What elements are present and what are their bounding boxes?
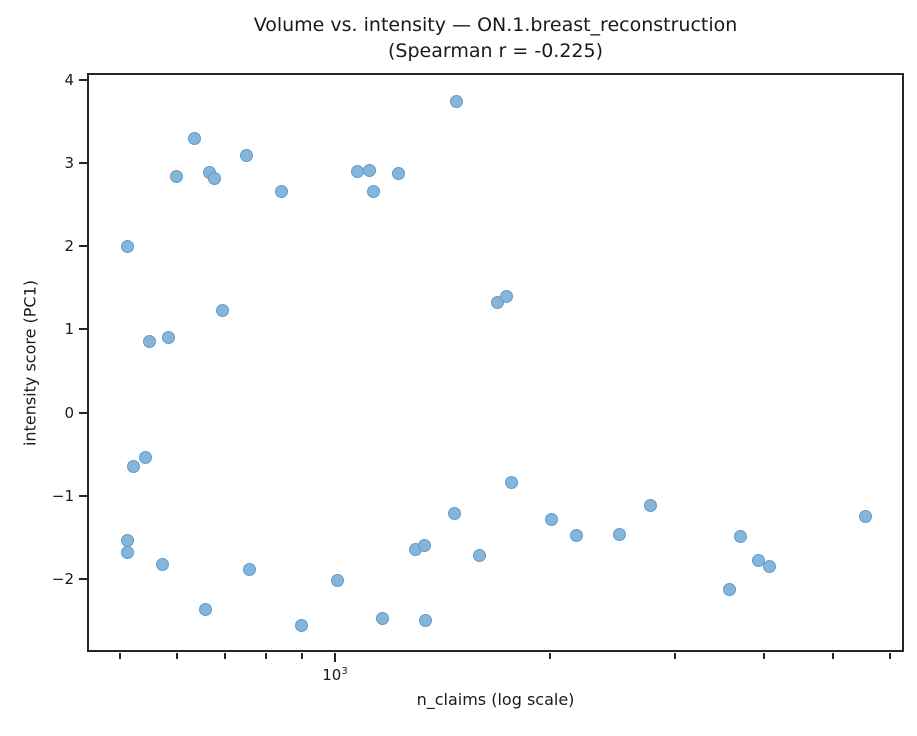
x-major-tick-label: 103 [322, 666, 348, 684]
x-minor-tick [674, 653, 677, 659]
y-tick [79, 328, 87, 331]
x-minor-tick [548, 653, 551, 659]
x-axis-label: n_claims (log scale) [416, 690, 575, 709]
bottom-spine [87, 650, 904, 652]
data-point [239, 148, 253, 162]
data-point [330, 574, 344, 588]
data-point [858, 510, 872, 524]
chart-title-line1: Volume vs. intensity — ON.1.breast_recon… [253, 14, 738, 36]
data-point [722, 582, 736, 596]
y-tick [79, 411, 87, 414]
data-point [367, 184, 381, 198]
data-point [169, 169, 183, 183]
chart-title-line2: (Spearman r = -0.225) [387, 40, 604, 62]
data-point [274, 185, 288, 199]
top-spine [87, 73, 904, 75]
y-tick-label: −2 [51, 570, 74, 589]
data-point [752, 553, 766, 567]
y-tick-label: 4 [64, 70, 74, 89]
x-minor-tick [888, 653, 891, 659]
data-point [418, 613, 432, 627]
data-point [472, 549, 486, 563]
x-minor-tick [223, 653, 226, 659]
left-spine [87, 73, 89, 652]
x-minor-tick [119, 653, 122, 659]
data-point [120, 239, 134, 253]
x-major-tick [334, 653, 336, 662]
data-point [143, 335, 157, 349]
y-tick-label: 0 [64, 403, 74, 422]
y-tick [79, 578, 87, 581]
data-point [500, 290, 513, 304]
y-tick-label: −1 [51, 487, 74, 505]
data-point [733, 530, 747, 544]
y-tick-label: 2 [64, 237, 74, 256]
data-point [162, 331, 176, 345]
right-spine [902, 73, 904, 652]
y-tick-label: 1 [64, 320, 74, 339]
data-point [613, 527, 627, 541]
data-point [544, 512, 558, 526]
data-point [156, 557, 170, 571]
y-tick-label: 3 [64, 153, 74, 172]
y-tick [79, 495, 87, 497]
data-point [643, 498, 657, 512]
data-point [243, 562, 257, 576]
data-point [188, 132, 202, 146]
plot-area: 103 n_claims (log scale) 4 3 2 1 0 −1 −2 [52, 71, 903, 709]
data-point [505, 476, 519, 490]
data-point [363, 163, 377, 177]
data-point [121, 546, 135, 560]
data-point [763, 560, 777, 574]
data-point [199, 602, 213, 616]
data-point [376, 611, 390, 625]
data-point [207, 172, 221, 186]
data-point [569, 528, 583, 542]
chart-title: Volume vs. intensity — ON.1.breast_recon… [88, 12, 903, 64]
x-minor-tick [763, 653, 766, 659]
x-minor-tick [832, 653, 835, 659]
data-point [418, 539, 432, 553]
data-point [138, 451, 152, 465]
y-tick [79, 245, 87, 248]
data-point [391, 167, 405, 181]
data-point [126, 459, 140, 473]
y-axis-label: intensity score (PC1) [20, 279, 40, 447]
data-point [447, 506, 461, 520]
y-tick [79, 78, 87, 81]
data-point [449, 94, 463, 108]
data-point [216, 303, 230, 317]
x-minor-tick [264, 653, 267, 659]
y-tick [79, 161, 87, 164]
x-minor-tick [175, 653, 178, 659]
x-minor-tick [301, 653, 304, 659]
data-point [294, 619, 308, 633]
